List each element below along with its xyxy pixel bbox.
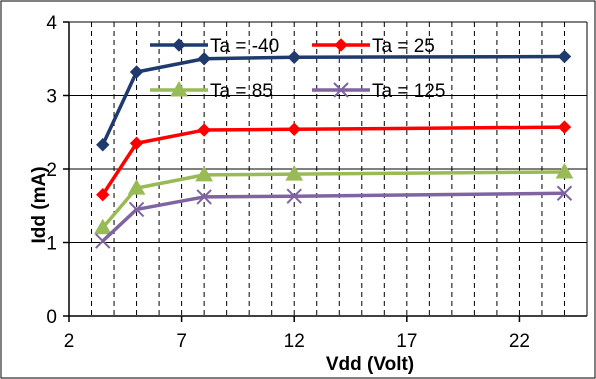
legend-label: Ta = 85: [210, 81, 273, 102]
x-tick-label: 12: [284, 331, 305, 352]
legend-entry: Ta = -40: [150, 36, 279, 57]
data-point: [197, 52, 211, 66]
data-point: [555, 162, 574, 179]
legend-entry: Ta = 25: [312, 36, 435, 57]
y-tick-label: 1: [46, 234, 57, 255]
series-3: [93, 162, 574, 235]
legend-marker: [334, 38, 348, 52]
data-point: [128, 201, 145, 218]
x-axis-title: Vdd (Volt): [326, 354, 414, 375]
x-tick-label: 2: [64, 331, 75, 352]
series-2: [96, 120, 572, 202]
data-point: [195, 165, 213, 182]
data-point: [129, 65, 144, 79]
data-point: [287, 50, 301, 64]
y-tick-label: 0: [46, 307, 57, 328]
data-point: [287, 122, 301, 137]
data-point: [129, 136, 144, 150]
data-point: [557, 120, 572, 134]
data-point: [557, 49, 572, 64]
series-4: [95, 185, 573, 249]
legend-entry: Ta = 125: [312, 81, 445, 102]
legend-marker: [170, 80, 188, 97]
legend-marker: [333, 82, 349, 98]
data-point: [96, 138, 110, 152]
legend-label: Ta = 125: [372, 81, 445, 102]
series-1: [96, 49, 572, 152]
data-point: [96, 188, 110, 202]
data-point: [556, 185, 573, 201]
data-point: [286, 188, 302, 204]
y-axis-title: Idd (mA): [29, 166, 50, 243]
y-tick-label: 2: [46, 160, 57, 181]
data-point: [93, 218, 112, 235]
legend-marker: [172, 38, 186, 52]
x-tick-label: 7: [176, 331, 187, 352]
data-point: [197, 123, 211, 137]
x-tick-label: 17: [396, 331, 417, 352]
data-point: [196, 189, 212, 205]
legend-label: Ta = 25: [372, 36, 435, 57]
legend-label: Ta = -40: [210, 36, 279, 57]
data-point: [95, 233, 111, 249]
data-point: [285, 165, 304, 181]
y-tick-label: 4: [46, 13, 57, 34]
data-point: [127, 179, 146, 195]
x-tick-label: 22: [509, 331, 530, 352]
legend-entry: Ta = 85: [150, 80, 273, 102]
y-tick-label: 3: [46, 87, 57, 108]
